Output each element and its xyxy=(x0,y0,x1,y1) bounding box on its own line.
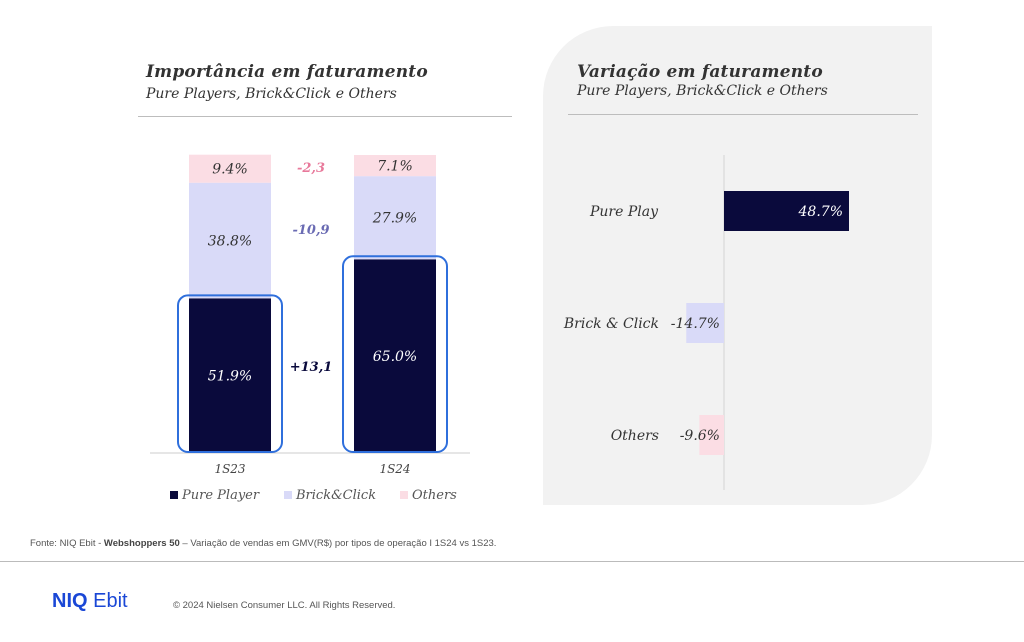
bar-pure-player-1S24 xyxy=(354,259,436,453)
bar-others-1S24 xyxy=(354,155,436,177)
data-label-others: -9.6% xyxy=(680,428,720,444)
copyright-text: © 2024 Nielsen Consumer LLC. All Rights … xyxy=(173,600,396,611)
left-chart-subtitle: Pure Players, Brick&Click e Others xyxy=(146,86,397,102)
variation-bar-chart: 48.7% Pure Play -14.7% Brick & Click -9.6% Ot… xyxy=(563,155,849,490)
footer-divider xyxy=(0,561,1024,562)
logo-ebit: Ebit xyxy=(87,590,128,612)
right-chart-title: Variação em faturamento xyxy=(577,62,823,82)
footer-source-bold: Webshoppers 50 xyxy=(103,538,180,549)
legend-swatch-pure-player xyxy=(170,491,178,499)
legend-swatch-brick-click xyxy=(284,491,292,499)
data-label-brick-click-1S24: 27.9% xyxy=(372,211,417,227)
footer-source-prefix: Fonte: NIQ Ebit - xyxy=(30,538,104,549)
legend-label-pure-player: Pure Player xyxy=(181,488,260,503)
bar-pure-player-1S23 xyxy=(189,298,271,453)
logo-niq: NIQ xyxy=(52,590,88,612)
niq-ebit-logo: NIQ Ebit xyxy=(52,590,128,613)
category-label-brick-click: Brick & Click xyxy=(563,316,659,332)
data-label-others-1S24: 7.1% xyxy=(377,159,413,175)
data-label-brick-click-1S23: 38.8% xyxy=(208,234,252,250)
data-label-brick-click: -14.7% xyxy=(671,316,720,332)
delta-annotation-brick-click: -10,9 xyxy=(292,223,329,238)
category-label-pure-play: Pure Play xyxy=(589,204,659,220)
highlight-box-1S23 xyxy=(177,294,283,454)
data-label-pure-player-1S24: 65.0% xyxy=(373,349,417,365)
x-tick-label-1S24: 1S24 xyxy=(379,462,410,476)
bar-brick-click xyxy=(686,303,724,343)
legend-label-others: Others xyxy=(412,488,457,503)
highlight-box-1S24 xyxy=(342,255,448,453)
delta-annotation-others: -2,3 xyxy=(297,161,325,176)
right-chart-subtitle: Pure Players, Brick&Click e Others xyxy=(577,83,828,99)
data-label-pure-play: 48.7% xyxy=(798,204,843,220)
category-label-others: Others xyxy=(611,428,659,444)
stacked-bar-chart: 51.9% 38.8% 9.4% 1S23 65.0% 27.9% 7.1% 1S24 -2,3… xyxy=(150,154,470,503)
right-chart-panel xyxy=(543,26,932,505)
left-header-rule xyxy=(138,116,512,117)
footer-source-rest: – Variação de vendas em GMV(R$) por tipo… xyxy=(179,538,497,549)
legend-swatch-others xyxy=(400,491,408,499)
footer-source: Fonte: NIQ Ebit - Webshoppers 50 – Varia… xyxy=(30,538,496,549)
bar-brick-click-1S23 xyxy=(189,182,271,299)
bar-brick-click-1S24 xyxy=(354,176,436,260)
delta-annotation-pure-player: +13,1 xyxy=(290,360,333,375)
data-label-pure-player-1S23: 51.9% xyxy=(208,369,252,385)
data-label-others-1S23: 9.4% xyxy=(212,162,248,178)
left-chart-title: Importância em faturamento xyxy=(146,62,428,82)
x-tick-label-1S23: 1S23 xyxy=(214,462,245,476)
bar-pure-play xyxy=(724,191,849,231)
legend-label-brick-click: Brick&Click xyxy=(295,488,376,503)
bar-others-1S23 xyxy=(189,154,271,183)
right-header-rule xyxy=(568,114,918,115)
bar-others xyxy=(699,415,724,455)
